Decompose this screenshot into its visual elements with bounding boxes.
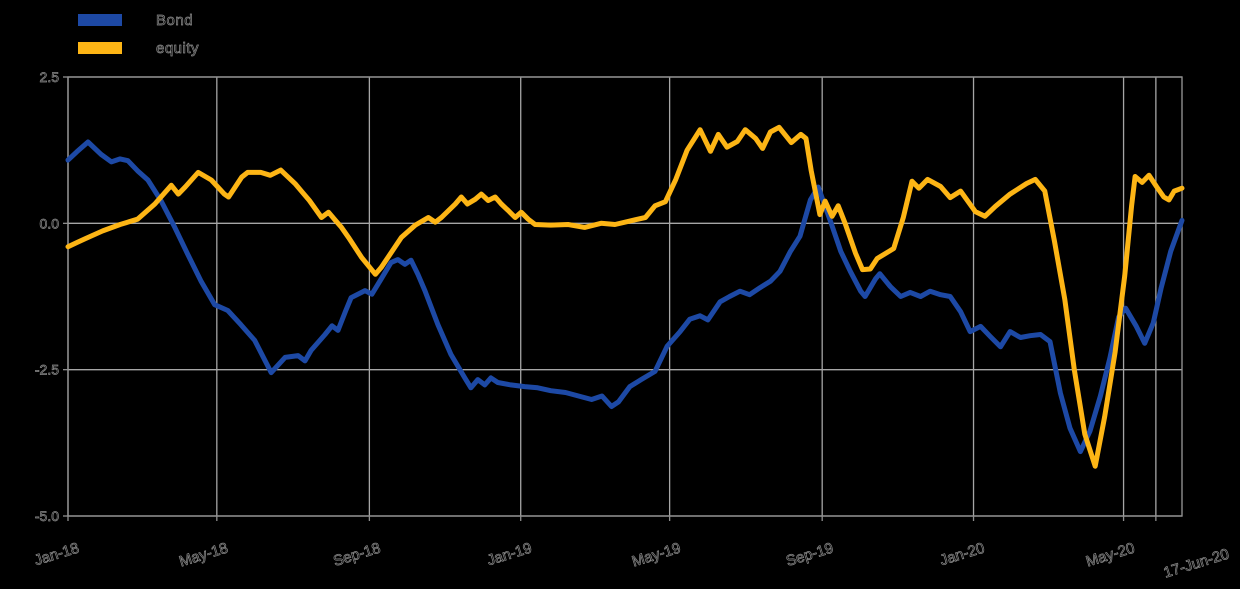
x-tick-label: Jan-20 — [938, 540, 987, 570]
legend-item-equity: equity — [78, 34, 199, 62]
series-line-equity — [65, 124, 1185, 469]
series-line-Bond — [65, 139, 1185, 455]
y-tick-label: 2.5 — [40, 69, 60, 85]
y-tick-label: -5.0 — [35, 508, 59, 524]
x-tick-label: Sep-19 — [784, 540, 835, 570]
legend-label-bond: Bond — [156, 11, 194, 29]
x-tick-label: May-18 — [177, 540, 230, 571]
x-tick-label: May-20 — [1084, 540, 1137, 571]
x-tick-label: Jan-19 — [485, 540, 534, 570]
legend-label-equity: equity — [156, 39, 200, 57]
legend-swatch-bond — [78, 14, 122, 26]
legend-item-bond: Bond — [78, 6, 199, 34]
y-tick-label: -2.5 — [35, 362, 59, 378]
x-tick-label: 17-Jun-20 — [1162, 546, 1232, 582]
x-tick-label: Sep-18 — [331, 540, 382, 570]
legend-swatch-equity — [78, 42, 122, 54]
plot-frame — [67, 76, 1183, 517]
x-tick-label: May-19 — [630, 540, 683, 571]
x-tick-label: Jan-18 — [32, 540, 81, 570]
y-tick-label: 0.0 — [40, 215, 60, 231]
legend: Bond equity — [78, 6, 199, 62]
